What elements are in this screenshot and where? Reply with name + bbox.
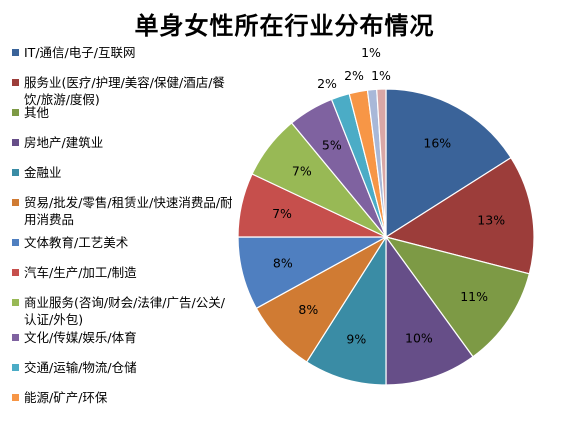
legend-item: 贸易/批发/零售/租赁业/快速消费品/耐用消费品 (10, 194, 235, 228)
slice-label: 11% (460, 289, 488, 304)
legend-swatch (12, 269, 19, 276)
legend-label: 房地产/建筑业 (24, 135, 104, 150)
legend-label: IT/通信/电子/互联网 (24, 45, 136, 60)
pie-slice (385, 88, 512, 239)
pie-slice (384, 156, 535, 275)
legend-label: 其他 (24, 105, 50, 120)
legend-swatch (12, 139, 19, 146)
legend-label: 服务业(医疗/护理/美容/保健/酒店/餐饮/旅游/度假) (24, 75, 225, 107)
legend-swatch (12, 364, 19, 371)
pie-slice (305, 234, 387, 386)
slice-label: 1% (361, 45, 381, 60)
pie-slice (376, 88, 387, 238)
slice-label: 7% (292, 164, 312, 179)
legend-swatch (12, 239, 19, 246)
legend-item: IT/通信/电子/互联网 (10, 44, 235, 61)
legend-item: 金融业 (10, 164, 235, 181)
slice-label: 7% (272, 206, 292, 221)
legend-label: 金融业 (24, 165, 62, 180)
legend-label: 文体教育/工艺美术 (24, 235, 129, 250)
legend-item: 房地产/建筑业 (10, 134, 235, 151)
legend-label: 交通/运输/物流/仓储 (24, 360, 137, 375)
legend-swatch (12, 169, 19, 176)
legend-item: 文化/传媒/娱乐/体育 (10, 329, 235, 346)
legend-item: 其他 (10, 104, 235, 121)
slice-label: 2% (344, 68, 364, 83)
slice-label: 1% (371, 68, 391, 83)
slice-label: 13% (477, 212, 505, 227)
pie-slice (385, 235, 474, 386)
legend-swatch (12, 109, 19, 116)
legend-swatch (12, 394, 19, 401)
chart-title: 单身女性所在行业分布情况 (134, 12, 435, 40)
slice-label: 16% (423, 136, 451, 151)
legend-item: 交通/运输/物流/仓储 (10, 359, 235, 376)
legend-item: 服务业(医疗/护理/美容/保健/酒店/餐饮/旅游/度假) (10, 74, 235, 108)
legend-item: 汽车/生产/加工/制造 (10, 264, 235, 281)
pie-slice (384, 236, 531, 358)
legend-label: 能源/矿产/环保 (24, 390, 108, 405)
slice-label: 5% (322, 137, 342, 152)
legend-swatch (12, 299, 19, 306)
legend-swatch (12, 49, 19, 56)
slice-label: 8% (298, 302, 318, 317)
slice-label: 2% (317, 76, 337, 91)
legend-swatch (12, 79, 19, 86)
legend-label: 商业服务(咨询/财会/法律/广告/公关/认证/外包) (24, 295, 225, 327)
legend-item: 能源/矿产/环保 (10, 389, 235, 406)
slice-label: 8% (273, 256, 293, 271)
legend-label: 汽车/生产/加工/制造 (24, 265, 137, 280)
legend-label: 文化/传媒/娱乐/体育 (24, 330, 137, 345)
legend-swatch (12, 199, 19, 206)
legend-item: 商业服务(咨询/财会/法律/广告/公关/认证/外包) (10, 294, 235, 328)
slice-label: 9% (346, 331, 366, 346)
legend-item: 文体教育/工艺美术 (10, 234, 235, 251)
legend-label: 贸易/批发/零售/租赁业/快速消费品/耐用消费品 (24, 195, 233, 227)
slice-label: 10% (405, 330, 433, 345)
legend-swatch (12, 334, 19, 341)
